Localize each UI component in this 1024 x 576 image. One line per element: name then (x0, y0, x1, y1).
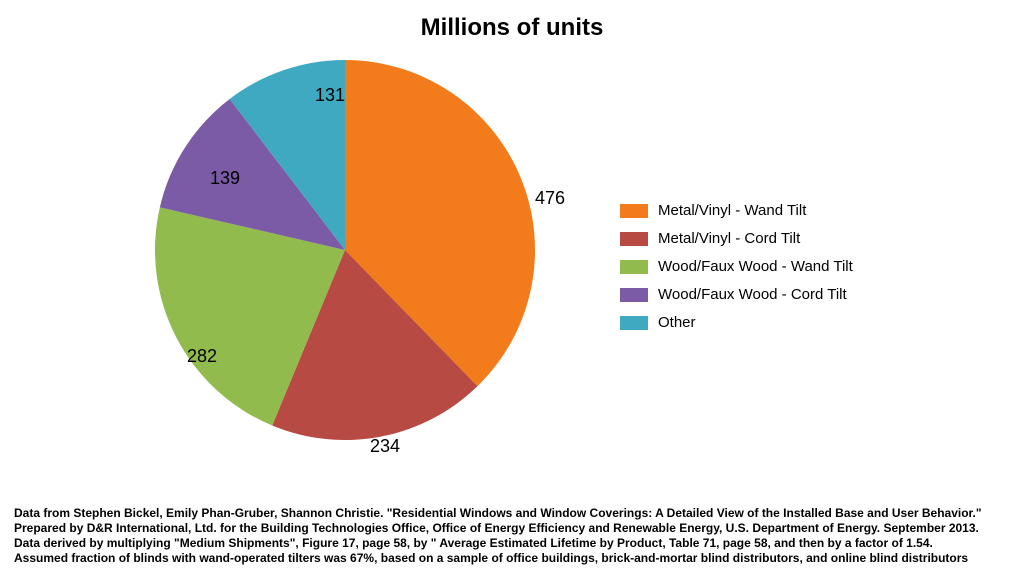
legend-label: Metal/Vinyl - Cord Tilt (658, 230, 800, 247)
legend-label: Other (658, 314, 696, 331)
legend-item: Wood/Faux Wood - Wand Tilt (620, 258, 853, 275)
slice-value-label: 131 (315, 85, 345, 106)
pie-chart (145, 50, 545, 455)
footnote-line: Data from Stephen Bickel, Emily Phan-Gru… (14, 506, 1010, 521)
footnote-line: Assumed fraction of blinds with wand-ope… (14, 551, 1010, 566)
chart-footnotes: Data from Stephen Bickel, Emily Phan-Gru… (14, 506, 1010, 566)
legend-swatch (620, 288, 648, 302)
slice-value-label: 139 (210, 168, 240, 189)
legend-item: Wood/Faux Wood - Cord Tilt (620, 286, 853, 303)
legend-item: Other (620, 314, 853, 331)
slice-value-label: 476 (535, 188, 565, 209)
slice-value-label: 234 (370, 436, 400, 457)
legend: Metal/Vinyl - Wand Tilt Metal/Vinyl - Cor… (620, 202, 853, 331)
chart-title: Millions of units (0, 14, 1024, 42)
legend-label: Metal/Vinyl - Wand Tilt (658, 202, 806, 219)
legend-swatch (620, 232, 648, 246)
legend-label: Wood/Faux Wood - Cord Tilt (658, 286, 847, 303)
chart-area: 476234282139131 Metal/Vinyl - Wand TiltM… (0, 42, 1024, 462)
slice-value-label: 282 (187, 346, 217, 367)
legend-swatch (620, 204, 648, 218)
legend-swatch (620, 316, 648, 330)
footnote-line: Prepared by D&R International, Ltd. for … (14, 521, 1010, 536)
legend-label: Wood/Faux Wood - Wand Tilt (658, 258, 853, 275)
footnote-line: Data derived by multiplying "Medium Ship… (14, 536, 1010, 551)
legend-item: Metal/Vinyl - Wand Tilt (620, 202, 853, 219)
legend-item: Metal/Vinyl - Cord Tilt (620, 230, 853, 247)
pie-svg (145, 50, 545, 450)
legend-swatch (620, 260, 648, 274)
